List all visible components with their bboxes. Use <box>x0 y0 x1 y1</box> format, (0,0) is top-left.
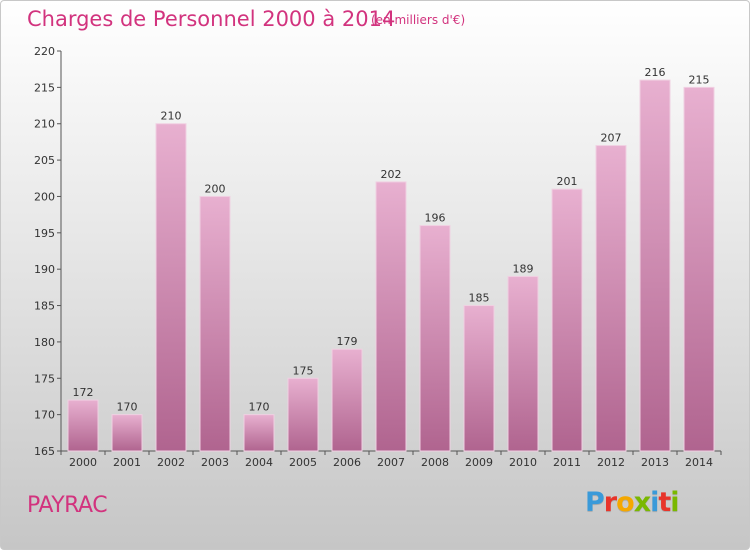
place-name: PAYRAC <box>27 493 108 518</box>
chart-subtitle: (en milliers d'€) <box>371 13 466 27</box>
data-label-2013: 216 <box>645 66 666 79</box>
bar-2000 <box>67 399 99 452</box>
x-tick-label-2014: 2014 <box>685 456 713 469</box>
logo-letter: P <box>585 487 605 518</box>
logo-letter: i <box>670 487 679 518</box>
chart-labels: 172 2000 170 2001 210 2002 200 2003 170 2004 175 20… <box>69 66 713 469</box>
chart-bars <box>67 79 715 452</box>
data-label-2007: 202 <box>381 168 402 181</box>
y-tick-label: 195 <box>34 227 55 240</box>
y-tick-label: 180 <box>34 336 55 349</box>
data-label-2010: 189 <box>513 262 534 275</box>
y-tick-label: 165 <box>34 445 55 458</box>
y-tick-label: 200 <box>34 190 55 203</box>
data-label-2002: 210 <box>161 110 182 123</box>
bar-2010 <box>507 275 539 452</box>
y-tick-label: 185 <box>34 300 55 313</box>
bar-2006 <box>331 348 363 452</box>
proxiti-logo[interactable]: Proxiti <box>585 487 680 518</box>
data-label-2014: 215 <box>689 73 710 86</box>
bar-2002 <box>155 123 187 452</box>
data-label-2006: 179 <box>337 335 358 348</box>
data-label-2009: 185 <box>469 292 490 305</box>
logo-letter: r <box>603 487 617 518</box>
x-tick-label-2013: 2013 <box>641 456 669 469</box>
data-label-2012: 207 <box>601 132 622 145</box>
logo-letter: t <box>658 487 671 518</box>
chart-axes: 165 170 175 180 185 190 195 200 205 210 215 220 <box>34 45 722 458</box>
chart-title: Charges de Personnel 2000 à 2014 <box>27 7 396 31</box>
x-tick-label-2007: 2007 <box>377 456 405 469</box>
bar-2008 <box>419 225 451 452</box>
bar-2005 <box>287 377 319 452</box>
logo-letter: x <box>633 487 651 518</box>
bar-2011 <box>551 188 583 452</box>
x-tick-label-2000: 2000 <box>69 456 97 469</box>
y-tick-label: 175 <box>34 372 55 385</box>
x-tick-label-2002: 2002 <box>157 456 185 469</box>
x-tick-label-2005: 2005 <box>289 456 317 469</box>
y-tick-label: 215 <box>34 81 55 94</box>
data-label-2000: 172 <box>73 386 94 399</box>
x-tick-label-2004: 2004 <box>245 456 273 469</box>
x-tick-label-2010: 2010 <box>509 456 537 469</box>
x-tick-label-2001: 2001 <box>113 456 141 469</box>
data-label-2001: 170 <box>117 401 138 414</box>
bar-2014 <box>683 86 715 452</box>
bar-2004 <box>243 414 275 452</box>
bar-2003 <box>199 195 231 452</box>
x-tick-label-2009: 2009 <box>465 456 493 469</box>
data-label-2008: 196 <box>425 212 446 225</box>
y-tick-label: 190 <box>34 263 55 276</box>
x-tick-label-2006: 2006 <box>333 456 361 469</box>
data-label-2005: 175 <box>293 364 314 377</box>
y-tick-label: 205 <box>34 154 55 167</box>
bar-2009 <box>463 305 495 452</box>
logo-letter: i <box>650 487 659 518</box>
y-tick-label: 170 <box>34 409 55 422</box>
x-tick-label-2008: 2008 <box>421 456 449 469</box>
x-tick-label-2003: 2003 <box>201 456 229 469</box>
x-tick-label-2011: 2011 <box>553 456 581 469</box>
x-tick-label-2012: 2012 <box>597 456 625 469</box>
y-tick-label: 220 <box>34 45 55 58</box>
bar-2013 <box>639 79 671 452</box>
bar-2012 <box>595 145 627 452</box>
data-label-2011: 201 <box>557 175 578 188</box>
y-tick-label: 210 <box>34 118 55 131</box>
bar-2007 <box>375 181 407 452</box>
data-label-2003: 200 <box>205 182 226 195</box>
logo-letter: o <box>616 487 635 518</box>
data-label-2004: 170 <box>249 401 270 414</box>
bar-2001 <box>111 414 143 452</box>
